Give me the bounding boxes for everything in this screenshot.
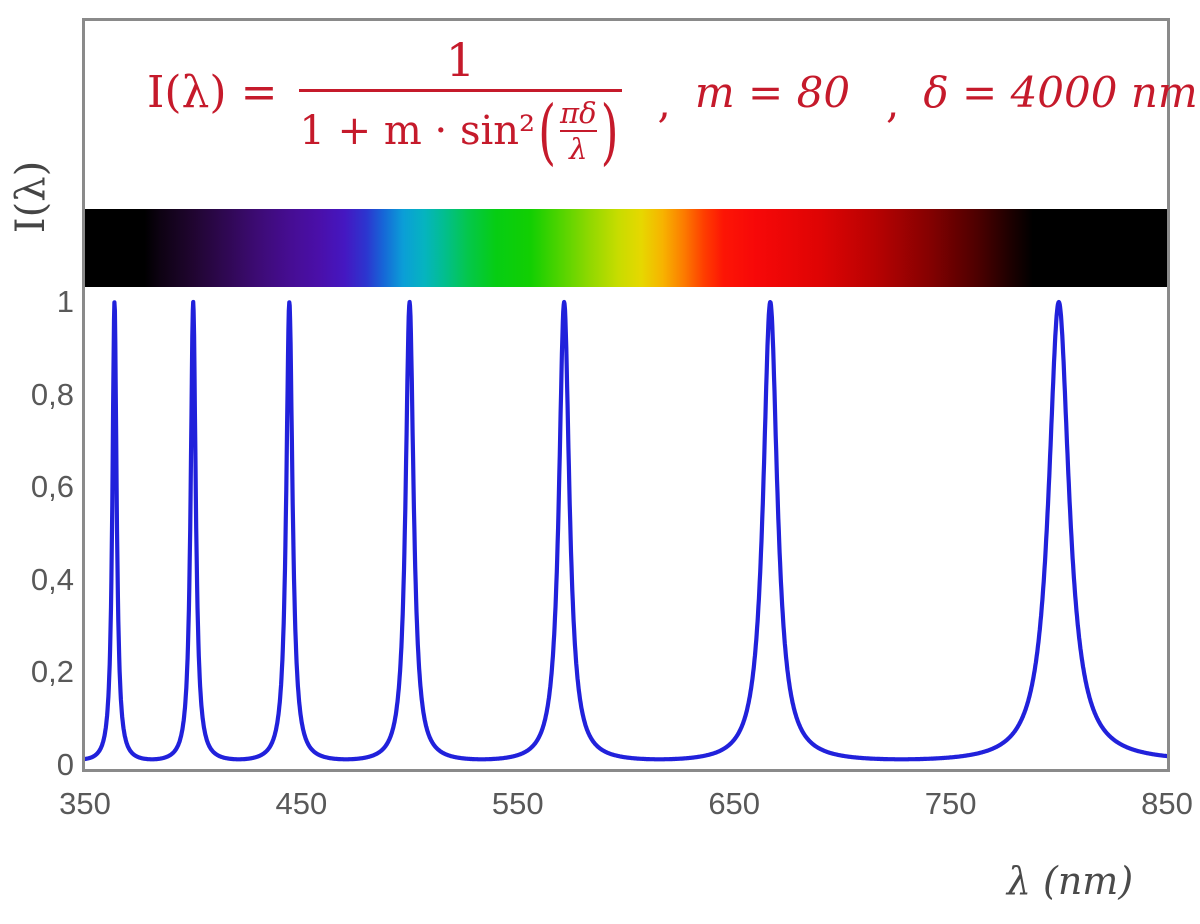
x-tick-label: 350 bbox=[59, 786, 111, 821]
param-m: m = 80 bbox=[694, 68, 851, 118]
denominator-text: 1 + m · sin² bbox=[299, 108, 536, 155]
formula-comma-2: , bbox=[886, 78, 900, 128]
intensity-curve bbox=[85, 299, 1167, 762]
y-tick-label: 0,4 bbox=[30, 561, 74, 597]
y-tick-label: 0,6 bbox=[30, 469, 74, 505]
y-axis-title: I(λ) bbox=[8, 160, 54, 234]
formula-equals: = bbox=[240, 67, 278, 119]
y-tick-label: 0,2 bbox=[30, 654, 74, 690]
formula-denominator: 1 + m · sin² ( πδ λ ) bbox=[299, 89, 621, 173]
param-delta: δ = 4000 nm bbox=[923, 68, 1198, 118]
x-tick-label: 450 bbox=[275, 786, 328, 821]
close-paren: ) bbox=[600, 89, 619, 173]
y-tick-label: 0 bbox=[56, 747, 74, 782]
fraction-bar bbox=[299, 88, 622, 92]
open-paren: ( bbox=[538, 89, 557, 173]
formula: I(λ) = 1 1 + m · sin² ( πδ λ ) , m = 80 … bbox=[147, 33, 1198, 173]
x-tick-label: 550 bbox=[491, 786, 544, 821]
intensity-curve-line bbox=[85, 299, 1167, 762]
inner-numerator: πδ bbox=[560, 95, 597, 130]
x-tick-label: 650 bbox=[708, 786, 761, 821]
inner-fraction: πδ λ bbox=[560, 95, 597, 167]
inner-denominator: λ bbox=[569, 132, 588, 167]
formula-comma-1: , bbox=[657, 78, 671, 128]
x-tick-label: 750 bbox=[924, 786, 977, 821]
visible-spectrum-bar bbox=[85, 209, 1167, 287]
y-tick-label: 1 bbox=[56, 284, 74, 319]
x-tick-label: 850 bbox=[1141, 786, 1193, 821]
y-tick-label: 0,8 bbox=[30, 376, 74, 412]
x-axis-title: λ (nm) bbox=[1006, 859, 1134, 903]
chart-frame: I(λ) = 1 1 + m · sin² ( πδ λ ) , m = 80 … bbox=[82, 18, 1198, 772]
inner-fraction-bar bbox=[560, 130, 597, 133]
formula-fraction: 1 1 + m · sin² ( πδ λ ) bbox=[299, 33, 622, 173]
formula-lhs: I(λ) bbox=[147, 67, 227, 119]
formula-numerator: 1 bbox=[445, 33, 476, 87]
